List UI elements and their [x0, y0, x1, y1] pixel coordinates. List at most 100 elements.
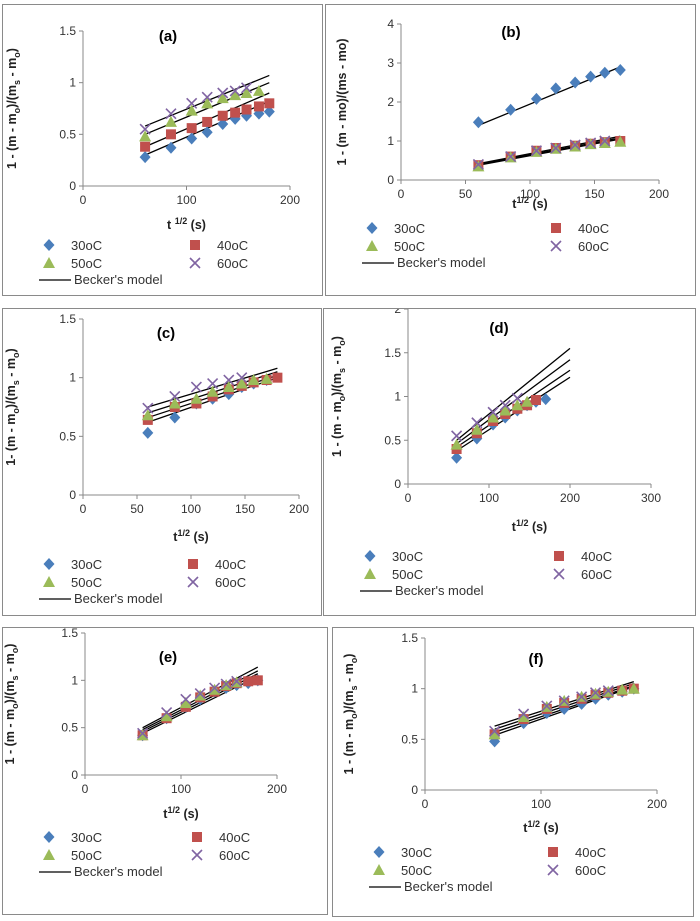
- data-point: [180, 693, 192, 705]
- legend: 30oC 40oC 50oC 60oC Becker's model: [360, 549, 612, 598]
- data-point: [614, 135, 627, 147]
- y-tick-label: 0.5: [59, 127, 76, 141]
- y-tick-label: 2: [394, 309, 401, 316]
- y-tick-label: 1: [69, 76, 76, 90]
- data-point: [499, 404, 512, 416]
- legend-model-label: Becker's model: [395, 583, 484, 598]
- data-point: [272, 372, 283, 383]
- legend-marker-40oC: [548, 847, 558, 857]
- data-point: [541, 700, 553, 712]
- legend-marker-50oC: [43, 257, 55, 268]
- legend-label: 50oC: [71, 256, 102, 271]
- x-tick-label: 200: [289, 502, 309, 516]
- data-point: [599, 66, 611, 79]
- chart-panel-f: 0 0.5 1 1.5 0 100 200 (f) t1/2 (s) 1 - (m - mo)/(…: [332, 627, 694, 917]
- legend-model-label: Becker's model: [74, 864, 163, 879]
- y-tick-label: 0.5: [61, 721, 78, 735]
- y-axis-label: 1 - (m - mo)/(ms - mo): [335, 38, 349, 165]
- becker-model-line: [478, 138, 621, 166]
- y-tick-label: 1: [387, 134, 394, 148]
- data-point: [209, 682, 221, 694]
- legend-label: 30oC: [394, 221, 425, 236]
- data-point: [229, 85, 241, 97]
- y-tick-label: 1.5: [59, 312, 76, 326]
- y-axis-label: 1 - (m - mo)/(ms - mo): [342, 654, 359, 775]
- data-point: [472, 158, 484, 170]
- data-point: [185, 104, 198, 116]
- data-point: [141, 409, 154, 421]
- data-point: [136, 729, 149, 741]
- legend: 30oC 40oC 50oC 60oC Becker's model: [39, 238, 248, 287]
- y-tick-label: 1: [411, 682, 418, 696]
- x-tick-label: 100: [531, 797, 551, 811]
- legend-marker-40oC: [192, 832, 202, 842]
- legend-marker-50oC: [366, 240, 378, 251]
- data-point: [202, 116, 213, 127]
- y-tick-label: 1.5: [61, 628, 78, 640]
- data-point: [179, 697, 192, 709]
- legend-label: 50oC: [71, 575, 102, 590]
- legend-label: 60oC: [581, 567, 612, 582]
- legend-marker-30oC: [43, 239, 55, 251]
- data-point: [589, 687, 602, 699]
- x-axis-label: t1/2 (s): [173, 528, 208, 544]
- legend-label: 30oC: [71, 238, 102, 253]
- x-tick-label: 100: [520, 187, 540, 201]
- data-point: [240, 82, 253, 94]
- data-point: [137, 727, 149, 739]
- legend-label: 40oC: [215, 557, 246, 572]
- becker-model-line: [478, 137, 621, 166]
- data-point: [627, 682, 640, 694]
- data-point: [169, 411, 181, 424]
- legend-marker-40oC: [551, 223, 561, 233]
- legend-label: 40oC: [578, 221, 609, 236]
- data-point: [142, 402, 154, 414]
- chart-panel-b: 0 1 2 3 4 0 50 100 150 200 (b) t1/2 (s) 1 - (m - mo)…: [325, 4, 696, 296]
- legend-marker-30oC: [373, 846, 385, 858]
- data-point: [569, 76, 581, 89]
- y-tick-label: 0: [387, 173, 394, 187]
- data-point: [471, 417, 483, 429]
- legend-marker-60oC: [187, 576, 199, 588]
- data-point: [521, 395, 534, 407]
- chart-title: (c): [157, 325, 175, 342]
- x-axis-label: t 1/2 (s): [167, 216, 206, 232]
- y-axis-label: 1 - (m - mo)/(ms - mo): [3, 644, 20, 765]
- legend-marker-30oC: [43, 558, 55, 570]
- data-point: [472, 160, 485, 172]
- data-point: [186, 97, 198, 109]
- data-point: [217, 118, 229, 130]
- data-point: [585, 137, 597, 149]
- legend-marker-50oC: [373, 864, 385, 875]
- data-point: [550, 142, 562, 154]
- x-tick-label: 100: [176, 193, 196, 207]
- data-point: [241, 104, 252, 115]
- legend: 30oC 40oC 50oC 60oC Becker's model: [39, 557, 246, 606]
- legend-label: 40oC: [575, 845, 606, 860]
- y-tick-label: 1: [71, 673, 78, 687]
- data-point: [472, 116, 484, 129]
- data-point: [487, 406, 499, 418]
- data-point: [161, 706, 173, 719]
- legend-marker-60oC: [191, 849, 203, 861]
- legend-marker-30oC: [43, 831, 55, 843]
- chart-svg: 0 0.5 1 1.5 0 100 200 (e) t1/2 (s) 1 - (m - mo)/(…: [3, 628, 287, 879]
- x-axis-label: t1/2 (s): [163, 805, 198, 821]
- data-point: [160, 710, 173, 722]
- legend: 30oC 40oC 50oC 60oC Becker's model: [369, 845, 606, 894]
- chart-panel-a: 0 0.5 1 1.5 0 100 200 (a) t 1/2 (s) 1 - (m - mo)/…: [2, 4, 323, 296]
- data-point: [598, 136, 611, 148]
- y-tick-label: 0: [394, 477, 401, 491]
- data-point: [488, 728, 501, 740]
- legend-model-label: Becker's model: [404, 879, 493, 894]
- x-tick-label: 0: [82, 782, 89, 796]
- x-tick-label: 200: [280, 193, 300, 207]
- legend-model-label: Becker's model: [74, 591, 163, 606]
- legend-label: 30oC: [71, 830, 102, 845]
- data-point: [511, 399, 524, 411]
- x-tick-label: 100: [171, 782, 191, 796]
- data-point: [223, 374, 235, 386]
- data-point: [216, 92, 229, 104]
- data-point: [530, 395, 541, 405]
- data-point: [252, 675, 263, 686]
